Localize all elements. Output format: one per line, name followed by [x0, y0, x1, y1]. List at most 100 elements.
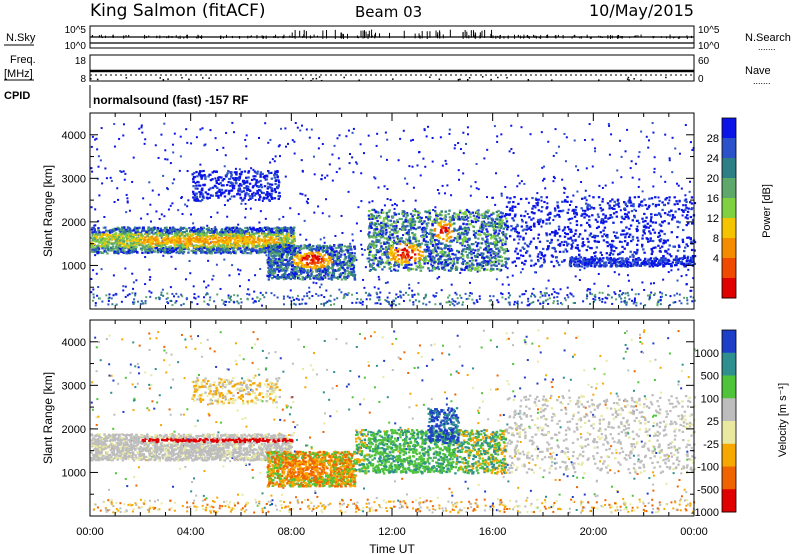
echo-cell: [157, 244, 160, 247]
echo-cell: [228, 248, 232, 251]
echo-cell: [228, 274, 231, 277]
echo-cell: [200, 174, 203, 177]
echo-cell: [585, 297, 588, 300]
echo-cell: [186, 240, 190, 243]
echo-cell: [556, 302, 559, 305]
echo-cell: [252, 243, 255, 246]
echo-cell: [685, 274, 688, 277]
echo-cell: [563, 132, 566, 135]
echo-cell: [241, 239, 244, 242]
echo-cell: [282, 238, 285, 241]
echo-cell: [230, 229, 234, 232]
echo-cell: [546, 202, 549, 205]
echo-cell: [597, 272, 600, 275]
echo-cell: [147, 226, 150, 229]
echo-cell: [515, 225, 518, 228]
echo-cell: [310, 245, 313, 249]
echo-cell: [306, 269, 310, 272]
echo-cell: [292, 269, 295, 272]
echo-cell: [583, 267, 586, 270]
echo-cell: [148, 246, 151, 249]
echo-cell: [352, 271, 355, 274]
echo-cell: [209, 250, 212, 253]
echo-cell: [105, 177, 108, 180]
echo-cell: [276, 170, 279, 174]
echo-cell: [346, 269, 349, 272]
echo-cell: [688, 190, 691, 193]
echo-cell: [284, 242, 287, 245]
echo-cell: [274, 243, 278, 246]
echo-cell: [227, 193, 231, 196]
echo-cell: [399, 294, 402, 297]
echo-cell: [221, 179, 224, 182]
echo-cell: [386, 198, 389, 201]
echo-cell: [306, 295, 309, 298]
echo-cell: [196, 180, 199, 184]
echo-cell: [668, 304, 671, 307]
echo-cell: [422, 302, 425, 305]
echo-cell: [163, 122, 166, 125]
echo-cell: [219, 181, 222, 185]
echo-cell: [192, 244, 195, 247]
echo-cell: [347, 256, 351, 259]
echo-cell: [311, 262, 314, 265]
echo-cell: [440, 289, 443, 292]
echo-cell: [392, 299, 395, 302]
echo-cell: [611, 302, 614, 305]
echo-cell: [598, 299, 601, 302]
echo-cell: [214, 234, 217, 237]
echo-cell: [675, 292, 678, 295]
echo-cell: [540, 131, 543, 134]
echo-cell: [188, 226, 191, 230]
echo-cell: [504, 185, 507, 188]
echo-cell: [103, 237, 107, 240]
echo-cell: [196, 249, 199, 252]
echo-cell: [236, 300, 239, 303]
echo-cell: [202, 195, 205, 198]
echo-cell: [335, 250, 338, 253]
echo-cell: [519, 271, 522, 274]
echo-cell: [355, 259, 358, 262]
echo-cell: [124, 267, 127, 270]
echo-cell: [506, 276, 509, 279]
echo-cell: [236, 235, 239, 238]
echo-cell: [465, 208, 469, 212]
echo-cell: [161, 288, 164, 291]
echo-cell: [234, 252, 237, 255]
echo-cell: [268, 194, 271, 197]
echo-cell: [310, 128, 313, 131]
echo-cell: [242, 190, 245, 193]
echo-cell: [388, 302, 391, 305]
echo-cell: [223, 165, 226, 168]
echo-cell: [125, 238, 129, 241]
echo-cell: [140, 126, 143, 129]
echo-cell: [439, 136, 442, 139]
echo-cell: [173, 229, 176, 233]
echo-cell: [135, 246, 138, 249]
echo-cell: [207, 284, 210, 287]
echo-cell: [199, 239, 202, 242]
echo-cell: [101, 241, 105, 244]
echo-cell: [96, 250, 100, 254]
echo-cell: [386, 281, 389, 284]
echo-cell: [151, 189, 154, 192]
echo-cell: [269, 271, 272, 275]
echo-cell: [185, 246, 189, 249]
echo-cell: [174, 240, 177, 243]
echo-cell: [156, 226, 159, 230]
echo-cell: [291, 250, 294, 254]
echo-cell: [198, 244, 202, 247]
echo-cell: [313, 173, 316, 176]
echo-cell: [267, 198, 271, 201]
echo-cell: [273, 259, 277, 263]
echo-cell: [327, 257, 331, 260]
echo-cell: [269, 161, 272, 164]
echo-cell: [417, 293, 420, 296]
echo-cell: [588, 194, 591, 197]
echo-cell: [274, 254, 277, 257]
echo-cell: [636, 225, 639, 228]
echo-cell: [331, 265, 334, 268]
echo-cell: [541, 166, 544, 169]
echo-cell: [256, 244, 259, 247]
echo-cell: [476, 264, 479, 267]
